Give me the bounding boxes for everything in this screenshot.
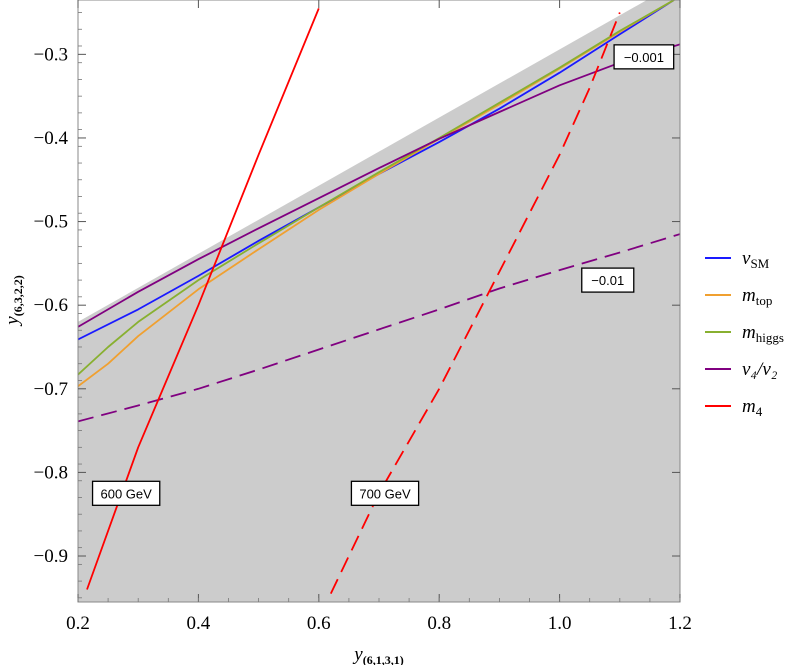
annotation-label: 600 GeV bbox=[100, 486, 152, 501]
legend: vSM mtop mhiggs v₄/v₂ m4 bbox=[705, 248, 784, 419]
annotation-box-3: −0.01 bbox=[581, 267, 635, 293]
excluded-region bbox=[78, 0, 680, 602]
legend-entry-2: mhiggs bbox=[705, 322, 784, 345]
legend-label: m4 bbox=[742, 396, 763, 419]
annotations: 600 GeV 700 GeV −0.001 −0.01 bbox=[91, 44, 675, 506]
annotation-label: −0.001 bbox=[624, 50, 664, 65]
legend-label: vSM bbox=[742, 248, 770, 271]
x-tick-label: 1.0 bbox=[548, 613, 572, 634]
series-line-3 bbox=[78, 43, 680, 328]
legend-entry-4: m4 bbox=[705, 396, 763, 419]
x-tick-label: 0.8 bbox=[427, 613, 451, 634]
series-line-4 bbox=[78, 233, 680, 423]
x-tick-label: 0.4 bbox=[187, 613, 211, 634]
annotation-label: 700 GeV bbox=[359, 486, 411, 501]
plot-background bbox=[78, 0, 680, 602]
legend-label: mtop bbox=[742, 285, 772, 308]
y-tick-label: −0.3 bbox=[34, 44, 68, 65]
y-tick-label: −0.7 bbox=[34, 379, 68, 400]
legend-label: v₄/v₂ bbox=[742, 359, 778, 380]
x-axis-label: y(6,1,3,1) bbox=[352, 644, 403, 665]
legend-entry-0: vSM bbox=[705, 248, 770, 271]
y-tick-label: −0.4 bbox=[34, 128, 69, 149]
axis-ticks: 0.2 0.4 0.6 0.8 1.0 1.2 −0.3 −0.4 −0.5 −0.6 −0.7 −0… bbox=[34, 0, 692, 634]
annotation-frame bbox=[581, 267, 635, 293]
annotation-frame bbox=[613, 44, 675, 70]
annotation-box-0: 600 GeV bbox=[91, 480, 161, 506]
legend-entry-3: v₄/v₂ bbox=[705, 359, 778, 380]
y-tick-label: −0.9 bbox=[34, 546, 68, 567]
x-tick-label: 0.2 bbox=[66, 613, 90, 634]
x-tick-label: 0.6 bbox=[307, 613, 331, 634]
annotation-frame bbox=[91, 480, 161, 506]
y-tick-label: −0.6 bbox=[34, 295, 68, 316]
y-axis-label: y(6,3,2,2) bbox=[2, 275, 25, 326]
y-tick-label: −0.5 bbox=[34, 212, 68, 233]
legend-label: mhiggs bbox=[742, 322, 784, 345]
legend-entry-1: mtop bbox=[705, 285, 772, 308]
annotation-label: −0.01 bbox=[591, 273, 624, 288]
annotation-box-1: 700 GeV bbox=[350, 480, 420, 506]
x-tick-label: 1.2 bbox=[668, 613, 692, 634]
annotation-frame bbox=[350, 480, 420, 506]
series-line-2 bbox=[78, 0, 675, 376]
y-tick-label: −0.8 bbox=[34, 462, 68, 483]
annotation-box-2: −0.001 bbox=[613, 44, 675, 70]
